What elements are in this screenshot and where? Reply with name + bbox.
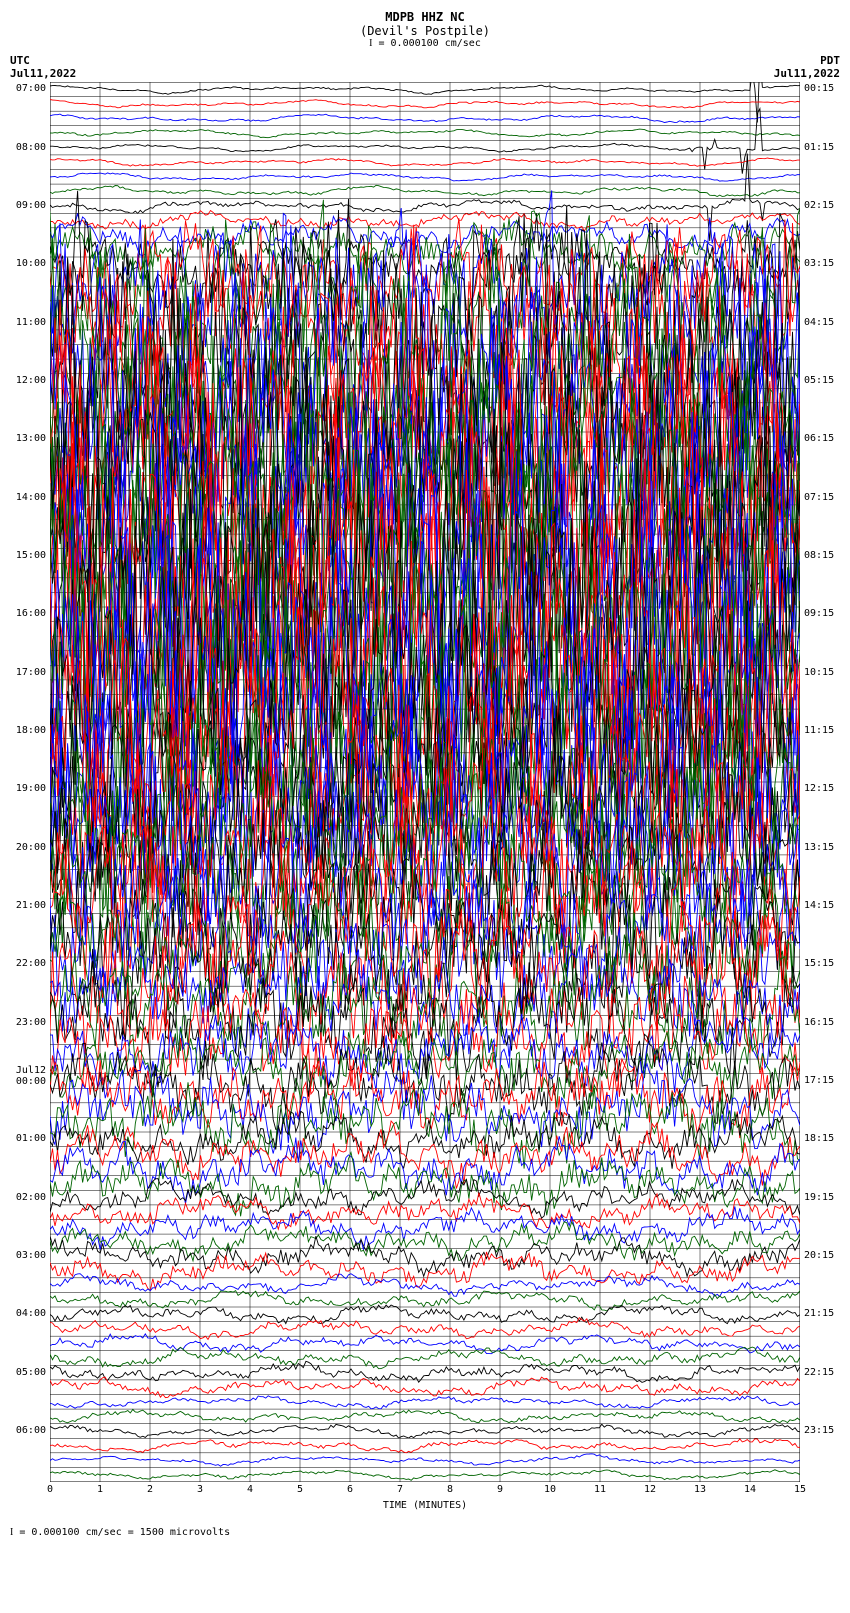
right-time: 23:15	[804, 1425, 834, 1436]
right-time: 16:15	[804, 1017, 834, 1028]
x-tick: 5	[297, 1484, 303, 1495]
x-tick: 12	[644, 1484, 656, 1495]
utc-date: Jul11,2022	[10, 67, 76, 80]
right-time: 07:15	[804, 492, 834, 503]
pdt-date: Jul11,2022	[774, 67, 840, 80]
left-time: 21:00	[16, 900, 46, 911]
left-time: 20:00	[16, 842, 46, 853]
x-axis-label: TIME (MINUTES)	[383, 1500, 467, 1511]
left-time: 03:00	[16, 1250, 46, 1261]
station-location: (Devil's Postpile)	[10, 24, 840, 38]
left-time: 13:00	[16, 433, 46, 444]
left-time: 15:00	[16, 550, 46, 561]
right-time: 03:15	[804, 258, 834, 269]
x-axis: TIME (MINUTES) 0123456789101112131415	[50, 1482, 800, 1522]
footer-scale: I = 0.000100 cm/sec = 1500 microvolts	[10, 1527, 840, 1538]
x-tick: 3	[197, 1484, 203, 1495]
x-tick: 1	[97, 1484, 103, 1495]
right-time: 12:15	[804, 783, 834, 794]
x-tick: 15	[794, 1484, 806, 1495]
x-tick: 10	[544, 1484, 556, 1495]
left-time: 09:00	[16, 200, 46, 211]
helicorder-plot: 07:00 08:00 09:00 10:00 11:00 12:00 13:00 14:00…	[10, 82, 840, 1522]
x-tick: 13	[694, 1484, 706, 1495]
left-time: 16:00	[16, 608, 46, 619]
right-time: 11:15	[804, 725, 834, 736]
x-tick: 6	[347, 1484, 353, 1495]
x-tick: 14	[744, 1484, 756, 1495]
left-time: 14:00	[16, 492, 46, 503]
left-time-labels: 07:00 08:00 09:00 10:00 11:00 12:00 13:00 14:00…	[10, 82, 48, 1482]
left-time: 19:00	[16, 783, 46, 794]
x-tick: 2	[147, 1484, 153, 1495]
left-time: 10:00	[16, 258, 46, 269]
right-time: 00:15	[804, 83, 834, 94]
right-time: 09:15	[804, 608, 834, 619]
right-time: 08:15	[804, 550, 834, 561]
x-tick: 4	[247, 1484, 253, 1495]
x-tick: 11	[594, 1484, 606, 1495]
x-tick: 7	[397, 1484, 403, 1495]
x-tick: 0	[47, 1484, 53, 1495]
left-time: 11:00	[16, 317, 46, 328]
left-time: Jul1200:00	[16, 1065, 46, 1087]
left-time: 07:00	[16, 83, 46, 94]
utc-label: UTC	[10, 54, 76, 67]
right-time: 13:15	[804, 842, 834, 853]
right-time: 01:15	[804, 142, 834, 153]
right-time: 06:15	[804, 433, 834, 444]
right-time: 20:15	[804, 1250, 834, 1261]
left-time: 06:00	[16, 1425, 46, 1436]
right-time: 19:15	[804, 1192, 834, 1203]
left-time: 12:00	[16, 375, 46, 386]
left-time: 02:00	[16, 1192, 46, 1203]
x-tick: 9	[497, 1484, 503, 1495]
right-time: 18:15	[804, 1133, 834, 1144]
left-time: 05:00	[16, 1367, 46, 1378]
right-time: 21:15	[804, 1308, 834, 1319]
left-time: 22:00	[16, 958, 46, 969]
top-labels: UTC Jul11,2022 PDT Jul11,2022	[10, 54, 840, 80]
station-title: MDPB HHZ NC	[10, 10, 840, 24]
left-time: 04:00	[16, 1308, 46, 1319]
right-time: 02:15	[804, 200, 834, 211]
x-tick: 8	[447, 1484, 453, 1495]
right-time: 04:15	[804, 317, 834, 328]
right-time: 14:15	[804, 900, 834, 911]
right-time: 15:15	[804, 958, 834, 969]
left-time: 01:00	[16, 1133, 46, 1144]
pdt-label: PDT	[774, 54, 840, 67]
left-time: 18:00	[16, 725, 46, 736]
helicorder-svg	[50, 82, 800, 1482]
left-time: 08:00	[16, 142, 46, 153]
right-time: 05:15	[804, 375, 834, 386]
right-time-labels: 00:15 01:15 02:15 03:15 04:15 05:15 06:15 07:15…	[802, 82, 840, 1482]
left-time: 17:00	[16, 667, 46, 678]
left-time: 23:00	[16, 1017, 46, 1028]
right-time: 17:15	[804, 1075, 834, 1086]
right-time: 22:15	[804, 1367, 834, 1378]
scale-note: I = 0.000100 cm/sec	[10, 38, 840, 49]
right-time: 10:15	[804, 667, 834, 678]
